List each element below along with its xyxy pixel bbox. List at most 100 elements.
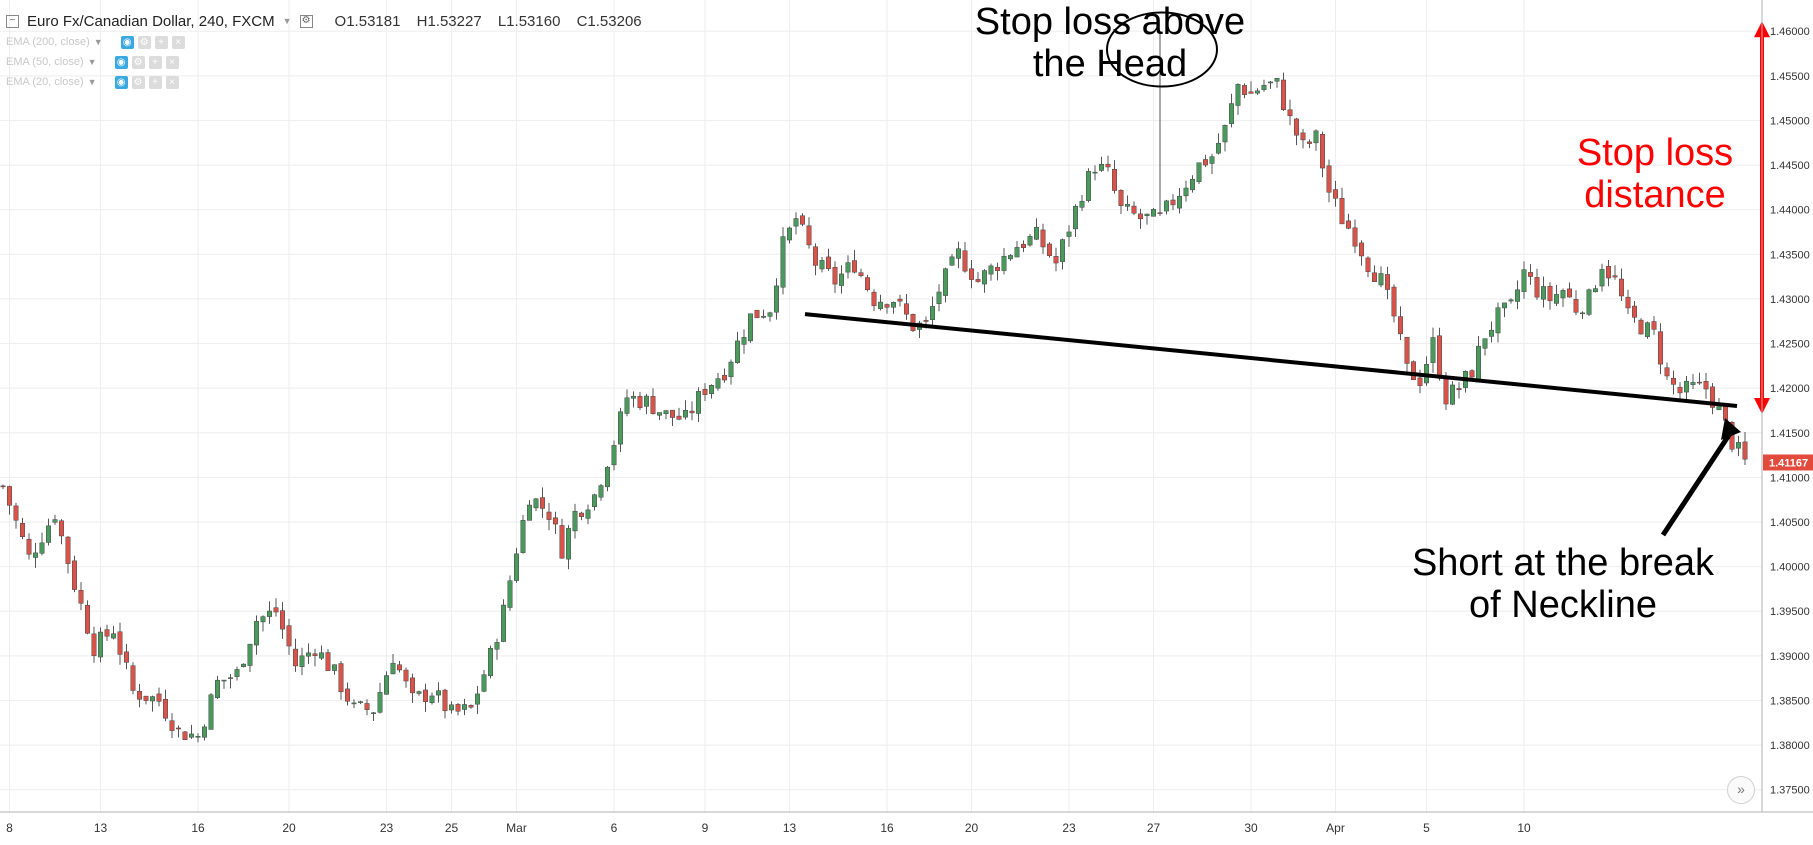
candle-body xyxy=(1027,236,1033,246)
candle xyxy=(1034,218,1039,241)
collapse-icon[interactable]: − xyxy=(6,14,19,28)
candle-body xyxy=(481,674,487,692)
time-axis[interactable]: 8 13 16 20 23 25 Mar 6 9 13 16 20 23 27 30 Apr 5 10 xyxy=(0,811,1813,835)
indicator-label[interactable]: EMA (50, close) xyxy=(6,56,84,68)
candle xyxy=(806,217,812,249)
candle-body xyxy=(995,266,1000,271)
price-axis[interactable]: 1.46000 1.45500 1.45000 1.44500 1.44000 1.435… xyxy=(1761,0,1813,812)
candle-body xyxy=(702,388,708,395)
visibility-icon[interactable]: ◉ xyxy=(120,35,134,49)
candle-body xyxy=(1320,134,1325,169)
candle xyxy=(1515,280,1520,310)
candle xyxy=(1554,284,1559,306)
chevron-down-icon[interactable]: ▼ xyxy=(87,77,97,87)
visibility-icon[interactable]: ◉ xyxy=(114,75,128,89)
candle-body xyxy=(1040,229,1046,248)
candle-body xyxy=(1287,109,1293,117)
candle xyxy=(1112,160,1117,194)
candle xyxy=(1346,213,1351,230)
candles xyxy=(0,31,1748,743)
candle xyxy=(813,243,818,276)
candle xyxy=(1092,165,1098,181)
candle xyxy=(260,615,266,632)
candle xyxy=(1060,238,1065,270)
settings-icon[interactable]: ⚙ xyxy=(131,55,145,69)
candle-body xyxy=(585,509,591,519)
candle xyxy=(1378,266,1384,288)
scroll-to-realtime-button[interactable]: » xyxy=(1727,776,1755,804)
candle-body xyxy=(13,505,19,521)
add-icon[interactable]: + xyxy=(148,75,162,89)
chevron-down-icon[interactable]: ▼ xyxy=(93,37,103,47)
price-tick-label: 1.41000 xyxy=(1770,472,1810,484)
candle xyxy=(286,618,292,655)
candle-body xyxy=(1703,381,1709,390)
settings-icon[interactable]: ⚙ xyxy=(137,35,151,49)
candle xyxy=(969,260,974,289)
symbol-title[interactable]: Euro Fx/Canadian Dollar, 240, FXCM xyxy=(27,12,275,30)
settings-icon[interactable]: ⚙ xyxy=(299,14,313,28)
candle-body xyxy=(384,675,389,695)
close-icon[interactable]: × xyxy=(171,35,185,49)
candle xyxy=(527,500,532,521)
candle-body xyxy=(429,695,435,703)
candle xyxy=(384,671,389,695)
add-icon[interactable]: + xyxy=(154,35,168,49)
candle xyxy=(1099,156,1104,172)
candle xyxy=(397,661,402,673)
candle xyxy=(1359,240,1364,266)
close-icon[interactable]: × xyxy=(165,75,179,89)
candle xyxy=(124,643,129,670)
chevron-down-icon[interactable]: ▼ xyxy=(282,16,292,26)
candle-body xyxy=(182,731,188,740)
candle xyxy=(975,272,981,283)
candle xyxy=(130,662,136,695)
candle xyxy=(514,547,519,583)
candle xyxy=(449,701,454,714)
candle-body xyxy=(1593,288,1598,293)
candle-body xyxy=(1671,377,1676,385)
candle xyxy=(520,515,526,554)
candle xyxy=(390,654,396,675)
indicator-label[interactable]: EMA (20, close) xyxy=(6,76,84,88)
candle-body xyxy=(1385,274,1390,290)
candle-body xyxy=(1495,307,1501,334)
chevron-down-icon[interactable]: ▼ xyxy=(87,57,97,67)
candle-body xyxy=(800,215,805,225)
candle xyxy=(215,675,220,699)
candle-body xyxy=(1547,285,1553,302)
candle-body xyxy=(215,679,220,698)
candle-body xyxy=(507,580,513,608)
candle-body xyxy=(689,410,695,414)
add-icon[interactable]: + xyxy=(148,55,162,69)
price-tick-label: 1.40000 xyxy=(1770,562,1810,574)
close-icon[interactable]: × xyxy=(165,55,179,69)
candle xyxy=(592,493,597,511)
candle-body xyxy=(566,528,571,560)
indicator-row[interactable]: EMA (20, close) ▼ ◉ ⚙ + × xyxy=(6,72,654,92)
indicator-row[interactable]: EMA (50, close) ▼ ◉ ⚙ + × xyxy=(6,52,654,72)
candle-body xyxy=(533,498,539,509)
visibility-icon[interactable]: ◉ xyxy=(114,55,128,69)
settings-icon[interactable]: ⚙ xyxy=(131,75,145,89)
annotation-line: Short at the break xyxy=(1411,542,1715,584)
candle xyxy=(618,407,623,453)
indicator-row[interactable]: EMA (200, close) ▼ ◉ ⚙ + × xyxy=(6,32,654,52)
candle xyxy=(221,679,227,689)
candle xyxy=(865,274,870,292)
candle xyxy=(1658,323,1663,375)
candle xyxy=(403,667,409,688)
candle-body xyxy=(1515,289,1520,302)
candle-body xyxy=(728,361,734,378)
candle xyxy=(624,389,630,417)
candle-body xyxy=(1632,305,1637,318)
candle-body xyxy=(1528,272,1533,277)
candle-body xyxy=(416,691,422,694)
indicator-label[interactable]: EMA (200, close) xyxy=(6,36,90,48)
candle xyxy=(319,645,324,660)
candle-body xyxy=(1222,125,1228,143)
candle xyxy=(657,412,662,421)
candle-body xyxy=(390,662,396,675)
